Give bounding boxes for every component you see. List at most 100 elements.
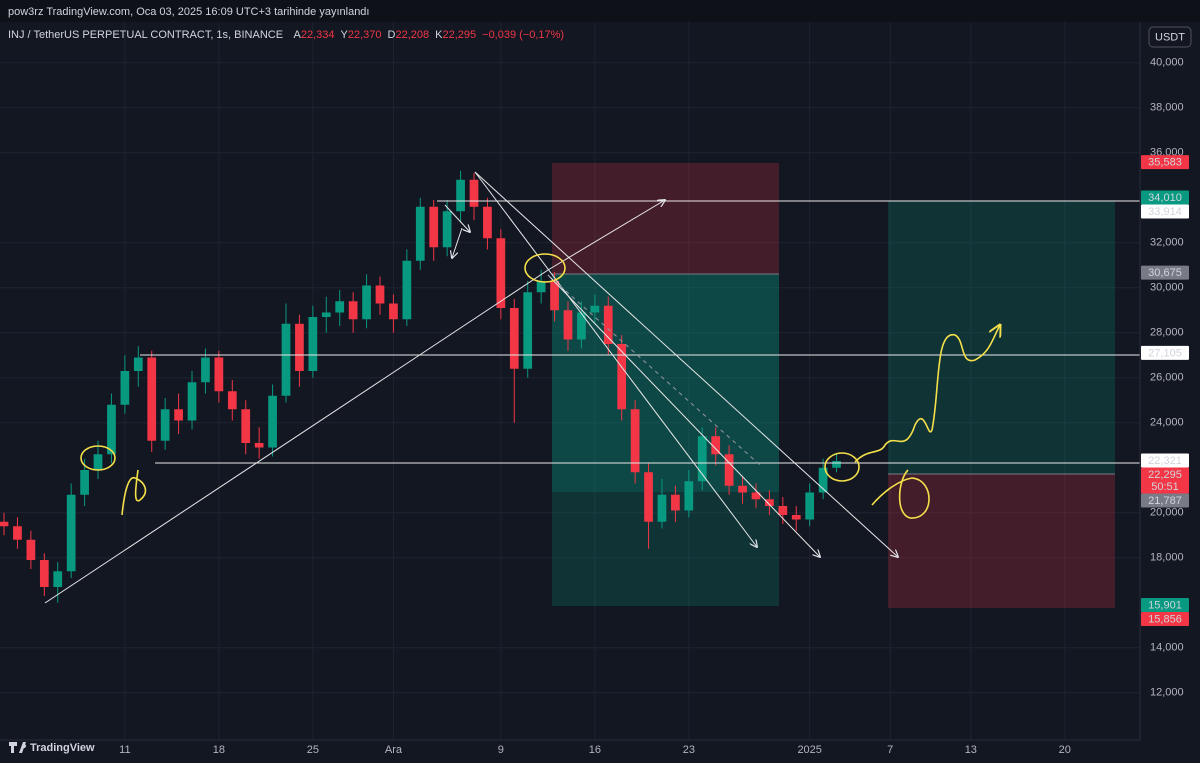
change: −0,039 (−0,17%): [482, 29, 564, 41]
highlight-circle: [824, 452, 860, 482]
x-tick-label: 20: [1059, 744, 1071, 756]
candle-body: [375, 285, 385, 304]
trend-line: [44, 269, 549, 604]
logo-text: TradingView: [30, 742, 95, 754]
trend-arrow: [547, 274, 820, 557]
candle-body: [107, 404, 116, 455]
x-tick-label: 7: [887, 744, 893, 756]
candle-body: [644, 472, 653, 522]
y-tick-label: 24,000: [1150, 417, 1184, 429]
x-tick-label: 9: [498, 744, 504, 756]
x-axis: 11 18 25 Ara 9 16 23 2025 7 13 20: [119, 744, 1071, 756]
candle-body: [805, 492, 815, 520]
candle-body: [791, 515, 801, 520]
header-bar: [0, 0, 1200, 22]
highlight-circle: [80, 445, 116, 471]
y-tick-label: 18,000: [1150, 552, 1184, 564]
candle-body: [321, 312, 331, 317]
candle-body: [751, 492, 761, 500]
candle-body: [711, 436, 721, 455]
ohlc-value: 22,370: [348, 29, 382, 41]
y-tick-label: 28,000: [1150, 327, 1184, 339]
price-label-box: [1141, 611, 1189, 626]
candle-body: [429, 206, 439, 248]
candle-body: [241, 409, 251, 443]
candle-body: [442, 211, 452, 248]
price-label: 33,914: [1148, 206, 1182, 218]
candle-body: [603, 305, 613, 344]
candle-body: [254, 443, 264, 448]
candle-body: [563, 310, 573, 340]
ohlc-key: A: [294, 29, 302, 41]
candle-body: [295, 323, 304, 371]
candle-body: [724, 454, 734, 486]
currency[interactable]: USDT: [1155, 31, 1185, 43]
candle-body: [778, 506, 788, 515]
trend-arrow: [547, 200, 665, 271]
logo-icon: [9, 742, 27, 753]
price-label-box: [1141, 453, 1189, 468]
candle-body: [362, 285, 371, 320]
position-tool: [552, 163, 779, 606]
candle-body: [160, 409, 170, 441]
price-label-box: [1141, 597, 1189, 612]
candle-body: [469, 179, 479, 207]
small-arrow: [452, 227, 463, 258]
candle-body: [308, 317, 318, 371]
candle-body: [550, 281, 559, 311]
candle-body: [832, 461, 841, 468]
x-tick-label: 18: [213, 744, 225, 756]
x-tick-label: 25: [307, 744, 319, 756]
candle-body: [765, 499, 774, 506]
price-label-box: [1141, 265, 1189, 280]
stop-zone: [888, 474, 1115, 608]
candle-body: [590, 305, 600, 313]
y-tick-label: 14,000: [1150, 642, 1184, 654]
symbol: INJ / TetherUS PERPETUAL CONTRACT, 1s, B…: [8, 29, 283, 41]
candle-body: [39, 560, 49, 587]
candle-body: [630, 409, 640, 473]
candle-body: [26, 539, 36, 560]
price-label: 27,105: [1148, 347, 1182, 359]
candle-body: [133, 357, 143, 371]
candle-body: [496, 238, 506, 308]
candle-body: [697, 436, 707, 482]
ohlc-key: Y: [341, 29, 349, 41]
price-label-box: [1141, 467, 1189, 494]
price-label: 22,321: [1148, 455, 1182, 467]
price-label-box: [1141, 345, 1189, 360]
candle-body: [684, 481, 694, 511]
candle-body: [214, 357, 224, 392]
drawings: [44, 171, 1140, 604]
countdown: 50:51: [1151, 481, 1179, 493]
x-tick-label: 16: [589, 744, 601, 756]
candle-body: [120, 371, 130, 405]
price-labels: 35,583 34,010 33,914 30,675 27,105 22,321 22,2…: [1141, 155, 1189, 626]
target-zone: [888, 201, 1115, 474]
ohlc-value: 22,295: [442, 29, 476, 41]
symbol-line: INJ / TetherUS PERPETUAL CONTRACT, 1s, B…: [8, 29, 564, 41]
candle-body: [509, 308, 519, 369]
trend-arrow: [474, 171, 757, 547]
highlight-circle: [524, 253, 566, 283]
small-arrow: [444, 204, 470, 232]
publisher: pow3rz TradingView.com, Oca 03, 2025 16:…: [8, 6, 369, 18]
x-tick-label: 23: [683, 744, 695, 756]
currency-button[interactable]: [1148, 26, 1192, 48]
y-tick-label: 40,000: [1150, 57, 1184, 69]
candle-body: [456, 179, 465, 212]
position-tool: [888, 201, 1115, 608]
ohlc-value: 22,208: [395, 29, 429, 41]
x-tick-label: 11: [119, 744, 130, 756]
candle-body: [523, 292, 533, 369]
target-zone: [552, 274, 779, 492]
candle-body: [201, 357, 210, 383]
x-tick-label: 2025: [797, 744, 821, 756]
y-axis: 12,000 14,000 18,000 20,000 24,000 26,000 28,0…: [1150, 57, 1184, 699]
candle-body: [268, 395, 277, 448]
price-label: 35,583: [1148, 157, 1182, 169]
stop-zone: [552, 163, 779, 274]
y-tick-label: 38,000: [1150, 102, 1184, 114]
candle-body: [66, 494, 76, 572]
